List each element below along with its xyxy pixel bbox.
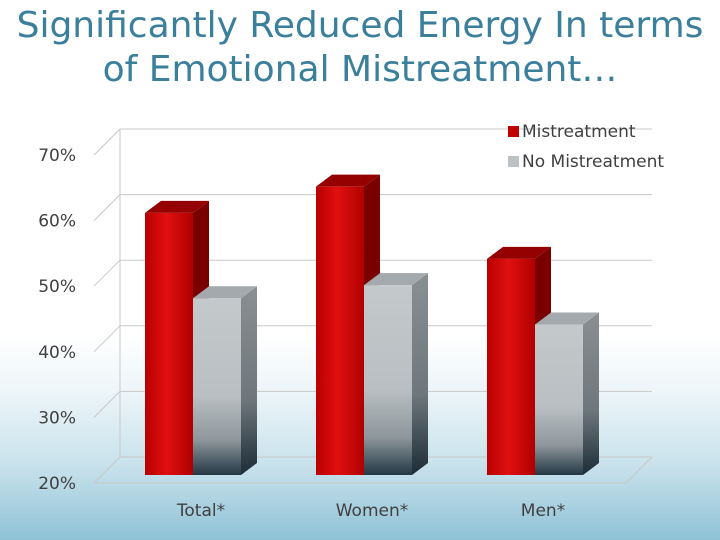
slide-title: Significantly Reduced Energy In terms of…	[16, 5, 704, 90]
gridline-side	[93, 259, 121, 287]
floor-edge	[625, 456, 653, 484]
gridline-side	[93, 325, 121, 353]
bar-front	[487, 258, 535, 475]
bar-side	[583, 312, 599, 475]
bar-top	[487, 246, 551, 259]
bar-front	[535, 324, 583, 475]
bar-top	[364, 273, 428, 286]
y-tick-label: 60%	[38, 212, 76, 232]
y-tick-label: 40%	[38, 343, 76, 363]
bar-front	[145, 212, 193, 476]
legend-swatch	[508, 156, 519, 167]
gridline-side	[93, 391, 121, 418]
gridline-side	[93, 194, 121, 221]
bar-top	[316, 174, 380, 187]
y-tick-label: 30%	[38, 408, 76, 428]
bar-front	[193, 298, 241, 475]
legend-swatch	[508, 126, 519, 137]
y-tick-label: 70%	[38, 146, 76, 166]
bar-front	[364, 285, 412, 475]
x-tick-label: Men*	[521, 501, 565, 521]
legend: Mistreatment No Mistreatment	[508, 122, 664, 172]
gridline-side	[93, 128, 121, 156]
bar-top	[193, 286, 257, 299]
x-tick-label: Total*	[176, 501, 225, 521]
bars	[145, 174, 599, 476]
bar-mistreatment-total	[145, 200, 209, 476]
bar-side	[241, 286, 257, 475]
y-axis: 20% 30% 40% 50% 60% 70%	[38, 146, 76, 494]
gridline-side	[93, 456, 121, 484]
bar-side	[412, 273, 428, 475]
bar-no-mistreatment-total	[193, 286, 257, 475]
bar-top	[145, 200, 209, 213]
bar-front	[316, 186, 364, 475]
legend-label: Mistreatment	[522, 122, 636, 142]
y-tick-label: 50%	[38, 277, 76, 297]
y-tick-label: 20%	[38, 474, 76, 494]
bar-no-mistreatment-men	[535, 312, 599, 475]
bar-top	[535, 312, 599, 325]
x-tick-label: Women*	[336, 501, 409, 521]
bar-no-mistreatment-women	[364, 273, 428, 475]
x-axis: Total* Women* Men*	[176, 501, 565, 521]
legend-label: No Mistreatment	[522, 152, 664, 172]
